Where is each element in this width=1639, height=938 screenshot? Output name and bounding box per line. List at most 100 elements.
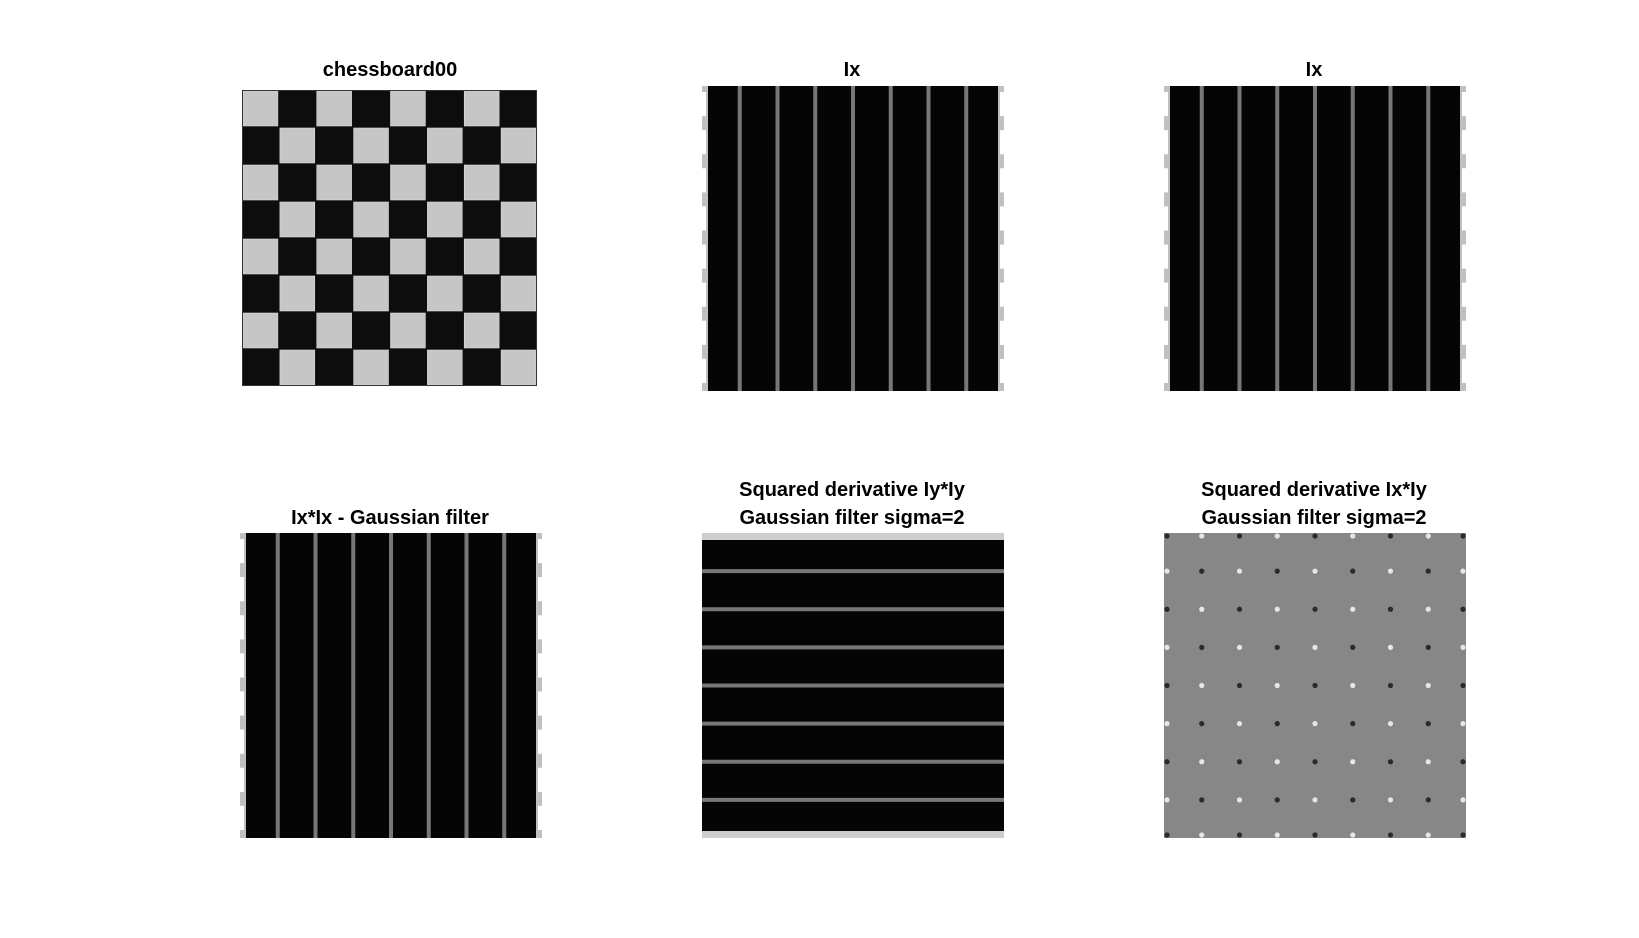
bottom-edge-band xyxy=(702,831,1004,838)
corner-response-dot xyxy=(1236,832,1243,838)
edge-response-line xyxy=(702,645,1004,650)
edge-highlight xyxy=(702,130,706,155)
edge-response-line xyxy=(702,759,1004,764)
left-edge-band xyxy=(1164,86,1170,391)
edge-highlight xyxy=(538,767,542,792)
chess-light-square xyxy=(242,238,279,275)
edge-highlight xyxy=(1000,358,1004,383)
corner-response-dot xyxy=(1425,832,1431,838)
corner-response-dot xyxy=(1312,606,1318,612)
edge-response-line xyxy=(1199,86,1204,391)
corner-response-dot xyxy=(1274,797,1280,803)
left-edge-band xyxy=(702,86,708,391)
corner-response-dot xyxy=(1425,759,1431,765)
edge-highlight xyxy=(240,577,244,602)
corner-response-dot xyxy=(1460,606,1466,612)
edge-highlight xyxy=(702,320,706,345)
edge-response-line xyxy=(964,86,969,391)
edge-response-line xyxy=(426,533,431,838)
edge-highlight xyxy=(1164,130,1168,155)
chess-light-square xyxy=(427,201,463,238)
chess-light-square xyxy=(427,275,463,312)
chessboard-image xyxy=(242,90,537,386)
edge-highlight xyxy=(1462,206,1466,231)
corner-response-dot xyxy=(1236,682,1243,689)
corner-response-dot xyxy=(1164,759,1170,765)
corner-response-dot xyxy=(1274,721,1280,727)
corner-response-dot xyxy=(1236,533,1243,539)
corner-response-dot xyxy=(1236,759,1243,765)
corner-response-dot xyxy=(1387,644,1394,650)
chess-light-square xyxy=(427,127,463,164)
corner-response-dot xyxy=(1274,568,1280,574)
title-line-2: Gaussian filter sigma=2 xyxy=(739,507,965,529)
right-edge-band xyxy=(1460,86,1466,391)
title-line-1: chessboard00 xyxy=(322,59,458,81)
edge-highlight xyxy=(1000,168,1004,193)
edge-highlight xyxy=(538,615,542,640)
edge-highlight xyxy=(1164,244,1168,269)
title-line-1: Ix xyxy=(843,59,861,81)
corner-response-dot xyxy=(1350,606,1356,612)
corner-response-dot xyxy=(1164,832,1170,838)
edge-highlight xyxy=(1164,358,1168,383)
edge-highlight xyxy=(1164,168,1168,193)
edge-highlight xyxy=(1462,244,1466,269)
edge-response-line xyxy=(389,533,393,838)
corner-response-dot xyxy=(1350,644,1356,650)
corner-response-dot xyxy=(1164,606,1170,612)
chess-light-square xyxy=(390,312,426,349)
edge-highlight xyxy=(1000,130,1004,155)
corner-response-dot xyxy=(1199,797,1205,803)
corner-response-dot xyxy=(1236,644,1243,650)
edge-highlight xyxy=(240,729,244,754)
edge-highlight xyxy=(1462,358,1466,383)
corner-response-dot xyxy=(1312,759,1318,765)
corner-response-dot xyxy=(1164,721,1170,727)
corner-response-dot xyxy=(1274,533,1280,539)
edge-response-line xyxy=(351,533,356,838)
panel-title: chessboard00 xyxy=(220,56,560,84)
corner-response-dot xyxy=(1199,606,1205,612)
chess-light-square xyxy=(353,201,389,238)
corner-response-dot xyxy=(1460,568,1466,574)
corner-response-dot xyxy=(1312,721,1318,727)
edge-response-line xyxy=(502,533,507,838)
edge-highlight xyxy=(240,653,244,678)
corner-response-dot xyxy=(1312,682,1318,689)
corner-response-dot xyxy=(1387,759,1394,765)
edge-highlight xyxy=(1462,282,1466,307)
edge-highlight xyxy=(702,168,706,193)
corner-response-dot xyxy=(1350,797,1356,803)
title-line-1: Ix*Ix - Gaussian filter xyxy=(291,507,489,529)
title-line-1: Ix xyxy=(1305,59,1323,81)
corner-response-dot xyxy=(1199,568,1205,574)
edge-response-line xyxy=(775,86,780,391)
panel-title: Ix xyxy=(1144,56,1484,84)
edge-highlight xyxy=(702,358,706,383)
chess-light-square xyxy=(463,238,500,275)
corner-response-dot xyxy=(1274,759,1280,765)
ix-image xyxy=(1164,86,1466,391)
edge-highlight xyxy=(1462,92,1466,117)
corner-response-dot xyxy=(1425,568,1431,574)
edge-highlight xyxy=(240,767,244,792)
left-edge-band xyxy=(240,533,246,838)
chess-border xyxy=(242,90,537,386)
edge-highlight xyxy=(538,539,542,564)
edge-highlight xyxy=(538,729,542,754)
edge-response-line xyxy=(1426,86,1431,391)
chess-light-square xyxy=(353,127,389,164)
edge-highlight xyxy=(1462,168,1466,193)
chess-light-square xyxy=(279,201,316,238)
corner-response-dot xyxy=(1425,797,1431,803)
corner-response-dot xyxy=(1460,644,1466,650)
chess-light-square xyxy=(463,164,500,201)
chess-light-square xyxy=(390,90,426,127)
chess-light-square xyxy=(279,275,316,312)
chess-light-square xyxy=(390,164,426,201)
edge-response-line xyxy=(813,86,818,391)
ixix-gaussian-image xyxy=(240,533,542,838)
title-line-1: Squared derivative Ix*Iy xyxy=(1201,479,1427,501)
corner-response-dot xyxy=(1350,533,1356,539)
